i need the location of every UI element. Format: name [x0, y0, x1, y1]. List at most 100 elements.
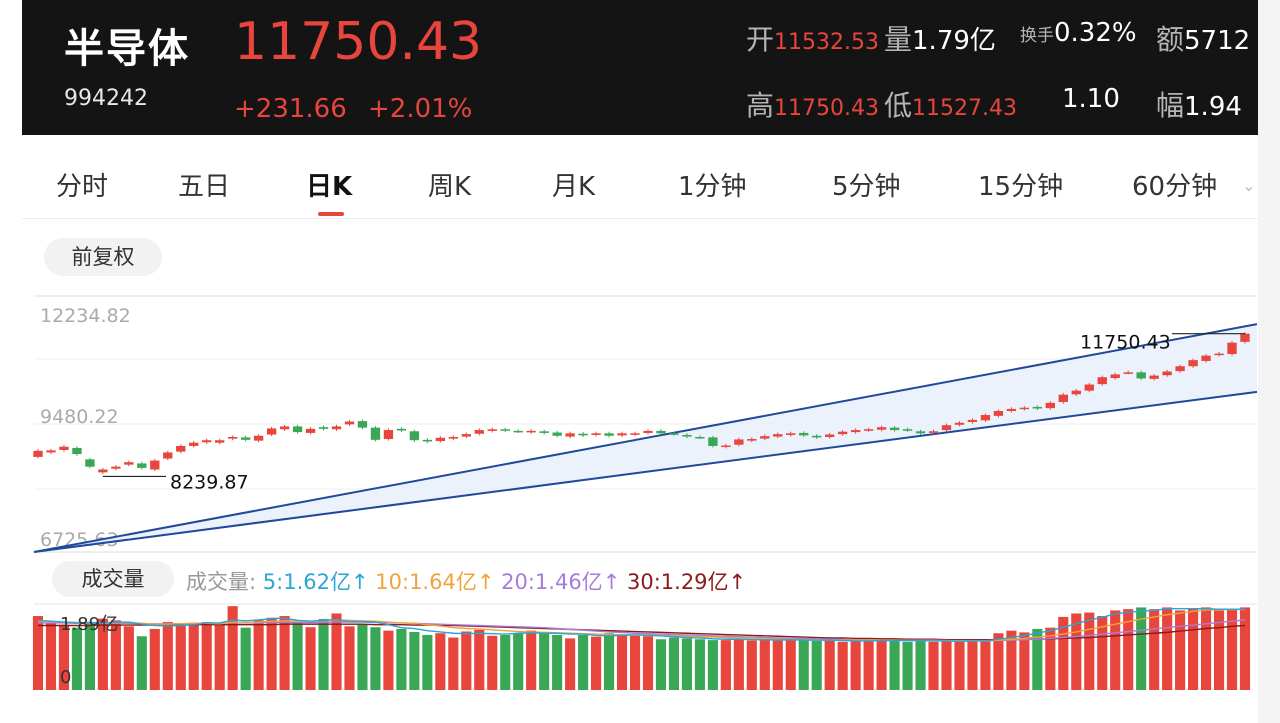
candle-body — [513, 430, 523, 433]
volume-bar — [357, 624, 368, 690]
tab-15min[interactable]: 15分钟 — [978, 172, 1064, 202]
tab-monthly-k[interactable]: 月K — [552, 172, 596, 202]
up-arrow-icon: ↑ — [728, 570, 747, 594]
current-price: 11750.43 — [234, 12, 483, 72]
volume-bar — [1097, 616, 1108, 690]
candle-body — [305, 428, 316, 433]
tab-1min[interactable]: 1分钟 — [678, 172, 747, 202]
volume-indicator-button[interactable]: 成交量 — [52, 561, 174, 597]
candle-body — [344, 421, 355, 425]
candle-body — [604, 433, 614, 436]
volume-ma30: 30:1.29亿 — [626, 570, 729, 594]
open-label: 开 — [746, 23, 775, 56]
volume-bar — [759, 639, 770, 690]
candle-body — [357, 421, 368, 428]
candle-body — [409, 431, 420, 441]
volume-bar — [681, 638, 692, 690]
volume-bar — [45, 623, 57, 690]
volume-bar — [733, 639, 744, 690]
volume-bar — [422, 634, 433, 690]
volume-bar — [565, 638, 576, 690]
candle-body — [124, 462, 134, 465]
tab-five-day[interactable]: 五日 — [178, 172, 231, 202]
candle-body — [189, 442, 199, 446]
candle-body — [863, 429, 874, 431]
candle-body — [461, 434, 471, 437]
amount-label: 额 — [1156, 23, 1185, 56]
quote-header: 半导体 994242 11750.43 +231.66 +2.01% 开1153… — [22, 0, 1258, 135]
candle-body — [1019, 407, 1030, 410]
amplitude-value: 1.94 — [1184, 92, 1242, 122]
candle-body — [993, 410, 1004, 416]
volume-value: 1.79亿 — [912, 26, 996, 56]
volume-bar — [1110, 610, 1121, 690]
candle-body — [630, 433, 640, 435]
volume-bar — [1188, 609, 1199, 690]
volume-bar — [383, 630, 394, 690]
candle-body — [825, 434, 835, 437]
amplitude-label: 幅 — [1156, 89, 1185, 122]
candle-body — [617, 433, 627, 436]
low-value: 11527.43 — [912, 96, 1017, 121]
volume-bar — [175, 623, 186, 690]
amount-stat: 额5712 — [1156, 18, 1250, 58]
low-stat: 低11527.43 — [884, 84, 1017, 124]
tab-timeshare[interactable]: 分时 — [56, 172, 109, 202]
volume-bar — [149, 628, 160, 690]
candle-body — [396, 428, 407, 431]
volume-axis-max-label: 1.89亿 — [60, 614, 118, 635]
volume-bar — [642, 636, 654, 690]
tab-60min[interactable]: 60分钟 — [1132, 172, 1218, 202]
candle-body — [292, 426, 303, 433]
volume-bar — [1213, 610, 1225, 690]
volume-bar — [188, 624, 199, 690]
candle-body — [1006, 408, 1017, 411]
tab-daily-k[interactable]: 日K — [306, 172, 353, 202]
volume-bar — [292, 622, 303, 690]
candle-body — [1071, 390, 1081, 395]
tab-weekly-k[interactable]: 周K — [428, 172, 472, 202]
candle-body — [812, 435, 822, 438]
candle-body — [889, 427, 900, 431]
candle-body — [1214, 353, 1224, 356]
volume-bar — [1175, 610, 1186, 690]
ratio-value: 1.10 — [1062, 84, 1120, 114]
candle-body — [799, 432, 809, 436]
open-stat: 开11532.53 — [746, 18, 879, 58]
adjust-mode-button[interactable]: 前复权 — [44, 238, 162, 276]
volume-bar — [876, 639, 887, 690]
volume-axis-zero-label: 0 — [60, 667, 71, 688]
chevron-down-icon[interactable]: ⌄ — [1242, 176, 1256, 195]
candle-body — [747, 439, 757, 441]
volume-bar — [967, 640, 978, 690]
candle-body — [383, 430, 394, 440]
amount-value: 5712 — [1184, 26, 1251, 56]
volume-bar — [500, 634, 511, 690]
high-annotation-label: 11750.43 — [1080, 332, 1171, 354]
ratio-stat: 1.10 — [1062, 84, 1120, 114]
candle-body — [33, 450, 43, 457]
candle-body — [954, 422, 965, 425]
volume-bar — [1032, 628, 1043, 690]
candle-body — [1149, 375, 1159, 379]
candle-body — [1123, 372, 1133, 374]
volume-bar — [578, 634, 589, 690]
volume-bar — [616, 634, 628, 690]
volume-bar — [552, 634, 563, 690]
volume-bar — [227, 606, 238, 690]
volume-bar — [266, 617, 277, 690]
candle-body — [682, 434, 692, 437]
candle-body — [228, 436, 238, 439]
tab-5min[interactable]: 5分钟 — [832, 172, 901, 202]
volume-bar — [214, 622, 225, 690]
candle-body — [734, 439, 744, 445]
candle-body — [163, 452, 173, 459]
volume-bar — [889, 640, 900, 690]
volume-bar — [461, 631, 472, 690]
volume-bar — [1123, 609, 1134, 690]
candle-body — [1097, 377, 1107, 385]
volume-legend-title: 成交量: — [186, 570, 257, 594]
candle-body — [59, 446, 69, 450]
candle-body — [669, 433, 679, 435]
